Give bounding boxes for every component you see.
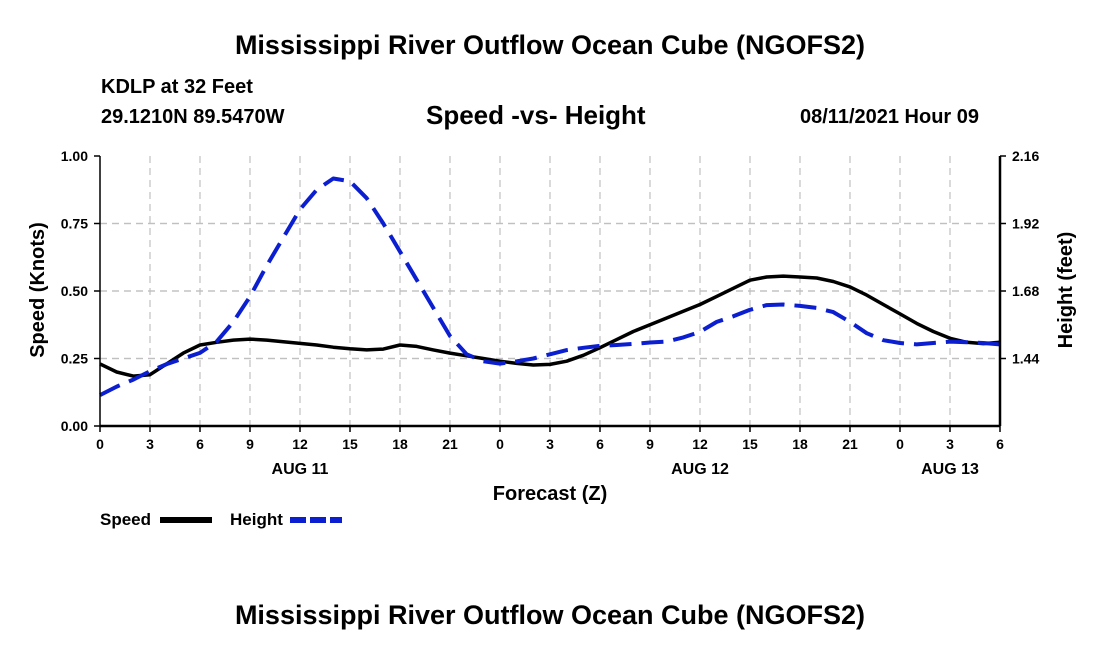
day-label: AUG 12 [671,461,729,478]
x-axis-title: Forecast (Z) [493,483,607,505]
x-tick-label: 0 [96,436,104,452]
x-tick-label: 6 [996,436,1004,452]
x-tick-label: 9 [646,436,654,452]
x-tick-label: 0 [496,436,504,452]
footer-title: Mississippi River Outflow Ocean Cube (NG… [234,600,866,630]
y2-tick-label: 1.92 [1012,216,1039,232]
x-tick-label: 21 [842,436,858,452]
x-tick-label: 12 [292,436,308,452]
x-tick-label: 3 [946,436,954,452]
y-axis-title: Speed (Knots) [27,222,49,358]
x-tick-label: 12 [692,436,708,452]
x-tick-label: 15 [742,436,758,452]
x-tick-label: 18 [792,436,808,452]
day-label: AUG 13 [921,461,979,478]
x-tick-label: 0 [896,436,904,452]
y2-axis-title: Height (feet) [1055,232,1077,349]
x-tick-label: 9 [246,436,254,452]
legend-height-label: Height [230,510,283,529]
y-tick-label: 0.00 [61,418,88,434]
speed-series-line [99,274,1001,378]
day-label: AUG 11 [272,461,329,478]
chart-main-title: Mississippi River Outflow Ocean Cube (NG… [234,30,866,60]
x-tick-label: 6 [596,436,604,452]
height-series-line [99,176,1001,397]
chart-subtitle: Speed -vs- Height [426,100,646,130]
y-tick-label: 1.00 [61,148,88,164]
y-tick-label: 0.75 [61,216,88,232]
y2-tick-label: 1.44 [1012,351,1039,367]
station-label: KDLP at 32 Feet [101,76,253,98]
y-tick-label: 0.50 [61,283,88,299]
legend-speed-label: Speed [100,510,151,529]
x-tick-label: 18 [392,436,408,452]
x-tick-label: 15 [342,436,358,452]
x-tick-label: 3 [146,436,154,452]
y2-tick-label: 2.16 [1012,148,1039,164]
x-tick-label: 6 [196,436,204,452]
forecast-datetime: 08/11/2021 Hour 09 [800,106,980,128]
y-tick-label: 0.25 [61,351,88,367]
y2-tick-label: 1.68 [1012,283,1039,299]
x-tick-label: 3 [546,436,554,452]
x-tick-label: 21 [442,436,458,452]
station-coordinates: 29.1210N 89.5470W [101,106,285,128]
